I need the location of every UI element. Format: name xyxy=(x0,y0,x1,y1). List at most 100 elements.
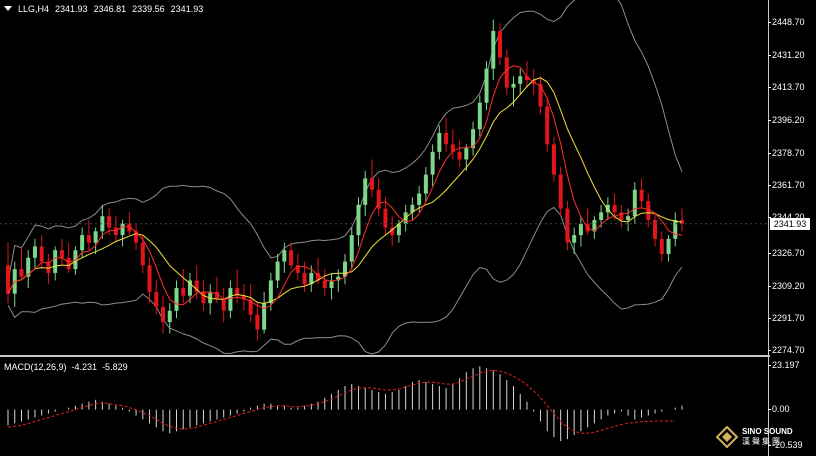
candle-body xyxy=(551,144,556,175)
price-tick: 2361.70 xyxy=(768,180,805,190)
candle-body xyxy=(504,57,509,88)
candle-body xyxy=(26,257,31,277)
macd-signal-value: -5.829 xyxy=(102,362,128,372)
moving-average-slow xyxy=(7,77,683,305)
candle-body xyxy=(390,227,395,236)
candle-body xyxy=(147,265,152,292)
candle-body xyxy=(572,235,577,243)
candle-body xyxy=(343,261,347,277)
candle-body xyxy=(46,261,51,273)
candle-body xyxy=(626,216,631,220)
candle-body xyxy=(66,257,71,270)
price-chart[interactable] xyxy=(0,0,770,356)
candle-body xyxy=(484,68,489,103)
bollinger-lower-band xyxy=(7,206,683,355)
candle-body xyxy=(491,30,496,69)
symbol-label: LLG,H4 xyxy=(18,4,50,14)
logo-diamond-icon xyxy=(716,426,738,448)
candle-body xyxy=(417,193,422,205)
candle-body xyxy=(410,204,415,213)
candle-body xyxy=(565,208,570,243)
candle-body xyxy=(558,174,563,209)
candle-body xyxy=(19,269,24,277)
candle-body xyxy=(666,238,671,255)
candle-body xyxy=(578,223,583,236)
moving-average-fast xyxy=(7,65,683,310)
candle-body xyxy=(619,212,624,220)
macd-signal-line xyxy=(7,369,676,434)
candle-body xyxy=(309,272,314,285)
candle-body xyxy=(268,280,273,304)
chart-header: LLG,H4 2341.93 2346.81 2339.56 2341.93 xyxy=(4,4,203,14)
candle-body xyxy=(113,227,118,236)
price-tick: 2291.70 xyxy=(768,313,805,323)
macd-tick: 23.197 xyxy=(768,360,800,370)
candle-body xyxy=(518,76,523,84)
candle-body xyxy=(241,295,246,300)
candle-body xyxy=(214,291,219,300)
candle-body xyxy=(538,83,543,107)
candle-body xyxy=(653,219,658,239)
candle-body xyxy=(369,178,374,190)
pane-divider[interactable] xyxy=(0,355,770,357)
candle-body xyxy=(140,242,145,266)
candle-body xyxy=(194,280,199,292)
candle-body xyxy=(6,265,10,294)
candle-body xyxy=(275,261,280,281)
candle-body xyxy=(235,288,240,296)
candle-body xyxy=(612,204,617,213)
candle-body xyxy=(336,276,341,281)
macd-label: MACD(12,26,9) xyxy=(4,362,67,372)
price-tick: 2309.20 xyxy=(768,281,805,291)
candle-body xyxy=(248,299,253,315)
candle-body xyxy=(464,148,469,160)
close-value: 2341.93 xyxy=(170,4,204,14)
candle-body xyxy=(201,291,206,304)
candle-body xyxy=(161,306,166,323)
macd-tick: 0.00 xyxy=(768,404,790,414)
candle-body xyxy=(605,204,610,213)
candle-body xyxy=(524,76,529,81)
macd-header: MACD(12,26,9) -4.231 -5.829 xyxy=(4,362,128,372)
candle-body xyxy=(107,216,112,228)
candle-body xyxy=(154,291,159,307)
candle-body xyxy=(322,280,327,289)
candle-body xyxy=(450,144,455,152)
macd-value: -4.231 xyxy=(71,362,98,372)
candle-body xyxy=(511,83,516,88)
candle-body xyxy=(383,208,388,228)
candle-body xyxy=(53,250,58,273)
high-value: 2346.81 xyxy=(93,4,127,14)
candle-body xyxy=(59,250,64,258)
candle-body xyxy=(457,151,462,160)
candle-body xyxy=(430,151,435,175)
macd-tick: -20.539 xyxy=(768,440,803,450)
price-tick: 2274.70 xyxy=(768,345,805,355)
current-price-label: 2341.93 xyxy=(770,218,810,230)
candle-body xyxy=(356,204,361,236)
candle-body xyxy=(592,219,597,232)
candle-body xyxy=(100,216,105,232)
candle-body xyxy=(32,246,37,258)
bollinger-upper-band xyxy=(7,0,683,283)
candle-body xyxy=(329,280,334,289)
macd-chart[interactable] xyxy=(0,358,770,456)
price-tick: 2326.70 xyxy=(768,248,805,258)
candle-body xyxy=(349,235,354,262)
low-value: 2339.56 xyxy=(132,4,165,14)
candle-body xyxy=(208,291,213,304)
candle-body xyxy=(437,132,442,152)
logo-subtitle: 漢聲集團 xyxy=(742,437,782,446)
candle-body xyxy=(659,238,664,255)
candle-body xyxy=(295,265,300,273)
candle-body xyxy=(127,223,132,232)
candle-body xyxy=(376,189,381,209)
candle-body xyxy=(289,250,294,266)
axis-separator xyxy=(768,0,769,456)
dropdown-triangle-icon[interactable] xyxy=(4,6,12,11)
price-tick: 2396.20 xyxy=(768,115,805,125)
candle-body xyxy=(39,246,44,262)
candle-body xyxy=(80,235,85,251)
candle-body xyxy=(673,219,678,239)
candle-body xyxy=(282,250,287,262)
